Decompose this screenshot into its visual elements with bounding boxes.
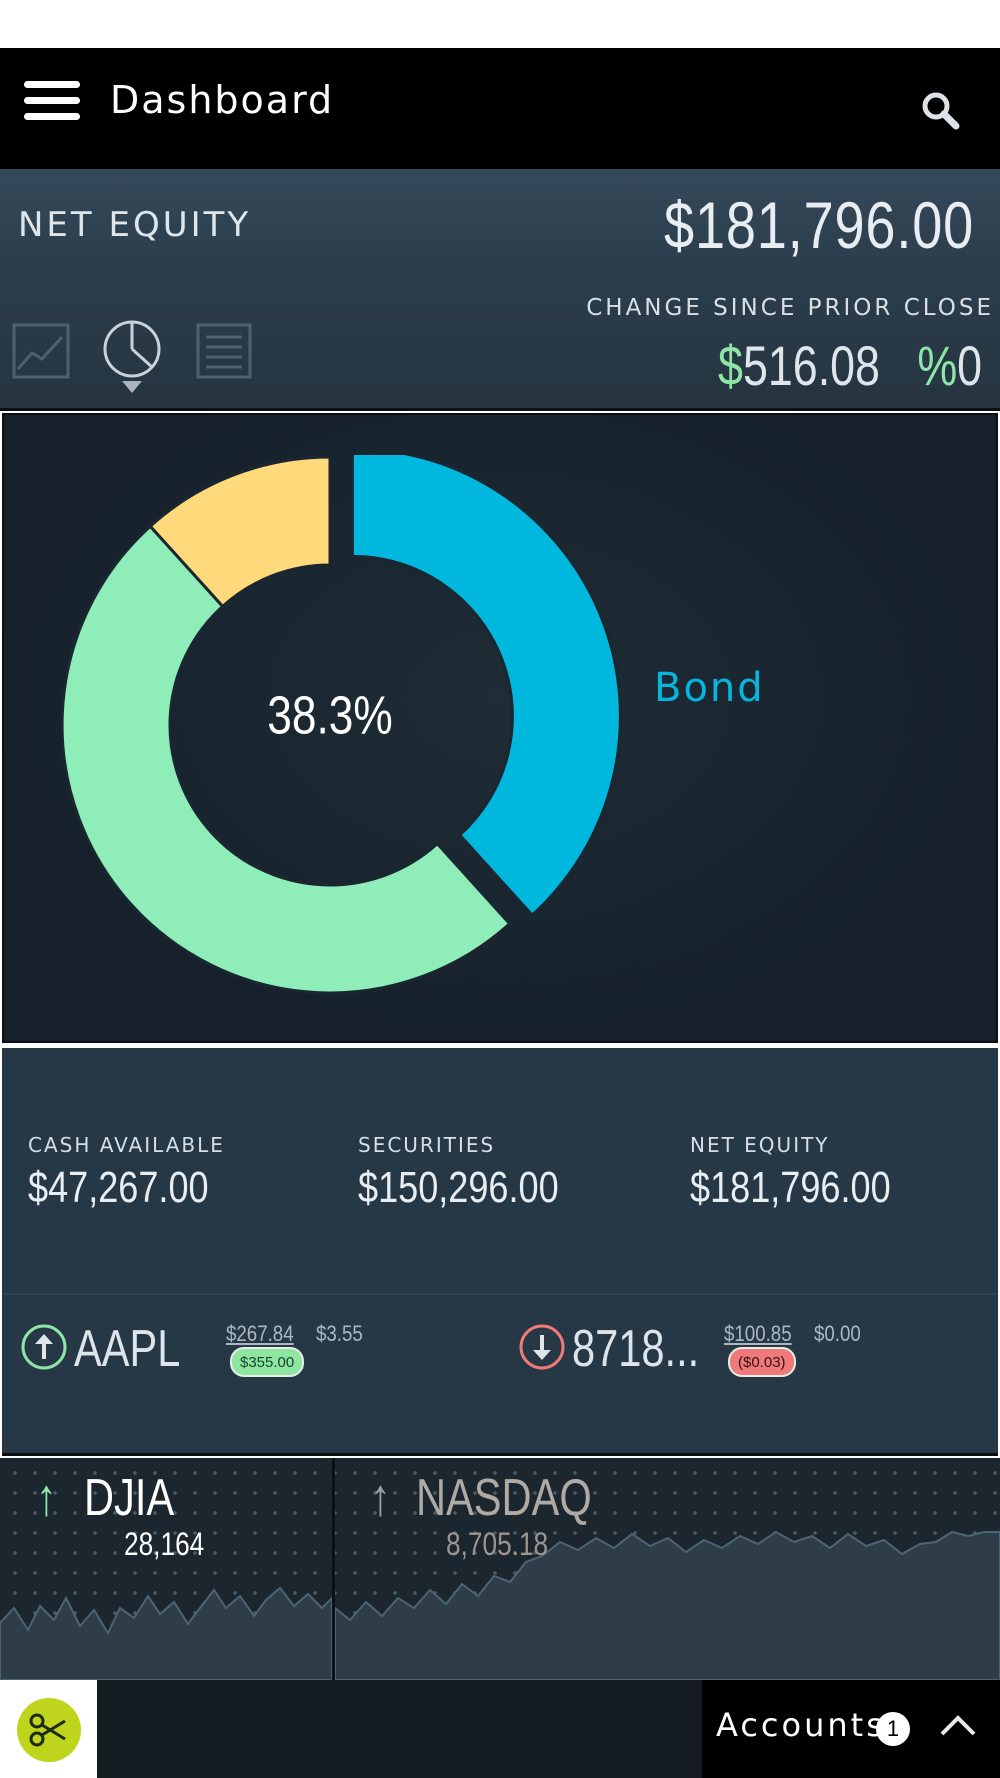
- donut-slice[interactable]: [62, 524, 512, 995]
- net-equity-summary-value: $181,796.00: [690, 1163, 891, 1212]
- nasdaq-sparkline: [334, 1530, 1000, 1680]
- allocation-panel: 38.3% Bond: [2, 413, 998, 1043]
- net-equity-summary-label: NET EQUITY: [690, 1133, 830, 1157]
- key-fab-button[interactable]: [17, 1698, 81, 1762]
- accounts-label: Accounts: [716, 1706, 886, 1744]
- mover-change: $3.55: [316, 1321, 363, 1346]
- pie-chart-icon[interactable]: [102, 319, 162, 397]
- mover-price: $267.84: [226, 1321, 294, 1346]
- change-values: $516.08 %0: [718, 333, 982, 398]
- selected-slice-label: Bond: [654, 665, 765, 711]
- cash-available: CASH AVAILABLE $47,267.00: [28, 1133, 248, 1213]
- top-movers: AAPL $267.84 $3.55 $355.00 8718... $100.…: [2, 1293, 998, 1456]
- mover-item[interactable]: 8718... $100.85 $0.00 ($0.03): [518, 1319, 938, 1389]
- donut-center-value: 38.3%: [267, 685, 393, 745]
- cash-available-value: $47,267.00: [28, 1163, 209, 1212]
- change-since-close-label: CHANGE SINCE PRIOR CLOSE: [586, 295, 994, 321]
- page-title: Dashboard: [110, 78, 335, 122]
- allocation-donut[interactable]: 38.3%: [62, 455, 622, 1015]
- cash-available-label: CASH AVAILABLE: [28, 1133, 225, 1157]
- net-equity-summary: NET EQUITY $181,796.00: [690, 1133, 935, 1213]
- mover-ticker: AAPL: [74, 1320, 181, 1378]
- dollar-change: 516.08: [742, 334, 880, 397]
- securities-label: SECURITIES: [358, 1133, 496, 1157]
- menu-icon[interactable]: [24, 81, 80, 121]
- index-sparklines: [0, 1530, 1000, 1680]
- net-equity-label: NET EQUITY: [18, 205, 252, 245]
- net-equity-header: NET EQUITY $181,796.00: [0, 169, 1000, 289]
- mover-ticker: 8718...: [572, 1320, 700, 1378]
- app-header: Dashboard: [0, 48, 1000, 169]
- nasdaq-arrow: ↑: [370, 1469, 391, 1527]
- mover-price: $100.85: [724, 1321, 792, 1346]
- accounts-drawer-button[interactable]: Accounts 1: [702, 1680, 1000, 1778]
- djia-value: 28,164: [124, 1526, 205, 1562]
- donut-slice[interactable]: [148, 455, 332, 609]
- securities: SECURITIES $150,296.00: [358, 1133, 603, 1213]
- fab-container: [0, 1680, 97, 1778]
- mover-badge: $355.00: [230, 1347, 305, 1377]
- account-summary: CASH AVAILABLE $47,267.00 SECURITIES $15…: [2, 1048, 998, 1294]
- dollar-sign: $: [717, 334, 743, 397]
- djia-sparkline: [0, 1586, 333, 1680]
- key-icon: [29, 1713, 66, 1747]
- chevron-up-icon: [940, 1715, 976, 1736]
- status-bar: [0, 0, 1000, 48]
- nasdaq-name: NASDAQ: [416, 1469, 592, 1527]
- view-toolbar: CHANGE SINCE PRIOR CLOSE $516.08 %0: [0, 289, 1000, 411]
- accounts-count-badge: 1: [876, 1712, 910, 1746]
- mover-badge: ($0.03): [728, 1347, 796, 1377]
- securities-value: $150,296.00: [358, 1163, 559, 1212]
- mover-change: $0.00: [814, 1321, 861, 1346]
- percent-sign: %: [917, 334, 958, 397]
- mover-item[interactable]: AAPL $267.84 $3.55 $355.00: [20, 1319, 440, 1389]
- djia-arrow: ↑: [36, 1469, 57, 1527]
- nasdaq-value: 8,705.18: [446, 1526, 549, 1562]
- index-divider: [332, 1458, 335, 1680]
- donut-slice[interactable]: [350, 455, 622, 918]
- arrow-up-circle-icon: [21, 1324, 67, 1370]
- arrow-down-circle-icon: [519, 1324, 565, 1370]
- list-icon[interactable]: [196, 323, 254, 379]
- net-equity-value: $181,796.00: [664, 188, 974, 262]
- bottom-bar: Accounts 1: [0, 1680, 1000, 1778]
- search-icon[interactable]: [918, 88, 962, 132]
- djia-name: DJIA: [84, 1469, 175, 1527]
- line-chart-icon[interactable]: [12, 323, 72, 379]
- percent-change: 0: [957, 334, 982, 397]
- market-indices: ↑ DJIA 28,164 ↑ NASDAQ 8,705.18: [0, 1458, 1000, 1680]
